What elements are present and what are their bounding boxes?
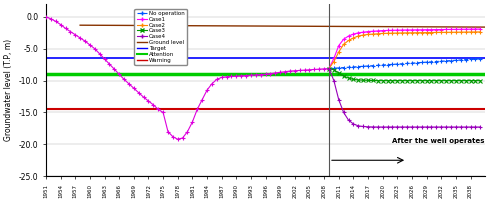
Y-axis label: Groundwater level (T.P, m): Groundwater level (T.P, m) bbox=[4, 39, 13, 141]
Legend: No operation, Case1, Case2, Case3, Case4, Ground level, Target, Attention, Warni: No operation, Case1, Case2, Case3, Case4… bbox=[134, 9, 187, 65]
Text: After the well operates: After the well operates bbox=[392, 138, 485, 144]
